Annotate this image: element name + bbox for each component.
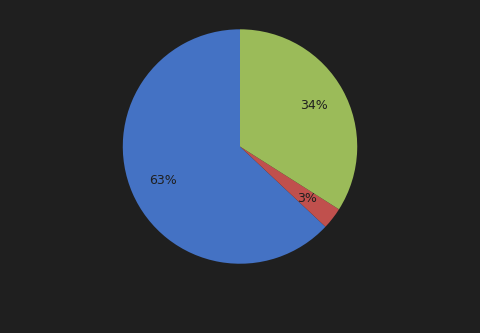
Text: 3%: 3% — [297, 192, 317, 205]
Text: 63%: 63% — [149, 173, 177, 186]
Wedge shape — [240, 147, 339, 227]
Wedge shape — [123, 29, 325, 264]
Wedge shape — [240, 29, 357, 209]
Text: 34%: 34% — [300, 99, 328, 112]
